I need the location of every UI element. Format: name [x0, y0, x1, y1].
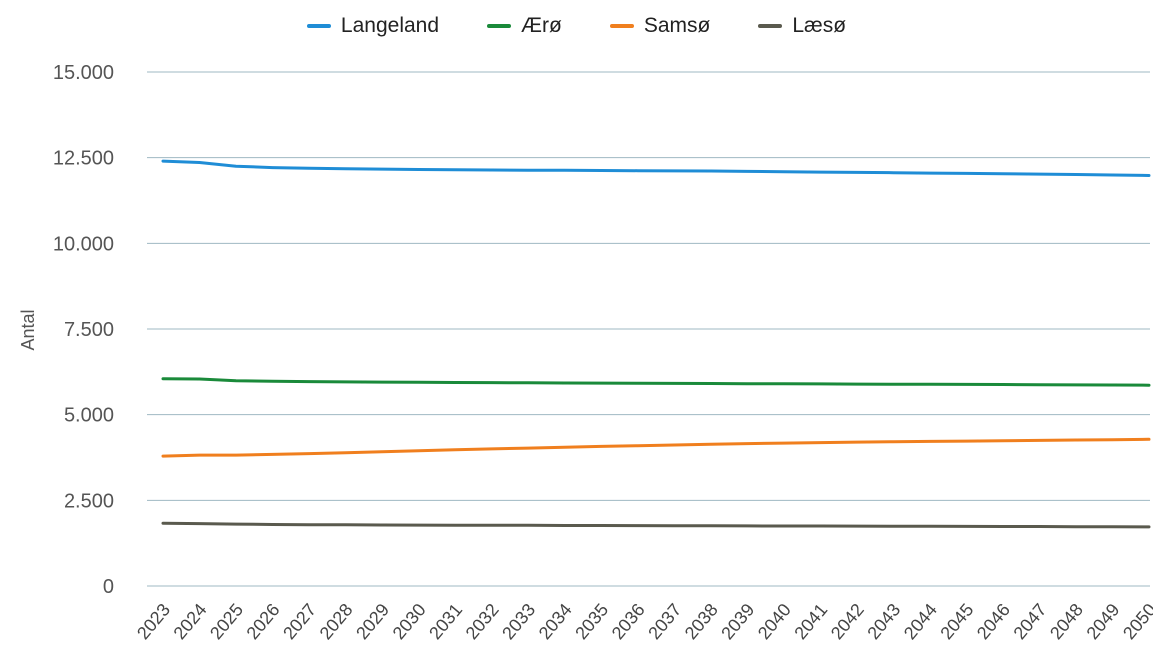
x-tick-label: 2025 [206, 600, 247, 644]
x-tick-label: 2037 [644, 600, 685, 644]
x-tick-label: 2040 [754, 600, 795, 644]
x-tick-label: 2024 [170, 600, 211, 644]
x-tick-label: 2029 [352, 600, 393, 644]
series-line-læsø[interactable] [161, 521, 1151, 529]
series-line-ærø[interactable] [161, 377, 1151, 387]
y-tick-label: 0 [103, 576, 114, 598]
y-tick-label: 7.500 [64, 319, 114, 341]
legend-label: Langeland [340, 14, 440, 37]
x-tick-label: 2023 [133, 600, 174, 644]
x-tick-label: 2038 [681, 600, 722, 644]
legend-item-samso[interactable]: Samsø [609, 14, 711, 38]
x-tick-label: 2033 [498, 600, 539, 644]
y-tick-label: 15.000 [53, 62, 114, 84]
gridlines [147, 71, 1150, 587]
series-lines [161, 159, 1151, 529]
legend-item-langeland[interactable]: Langeland [306, 14, 440, 38]
series-line-samsø[interactable] [161, 437, 1151, 458]
x-tick-label: 2042 [827, 600, 868, 644]
legend-label: Samsø [643, 14, 711, 37]
y-axis-ticks: 0 2.500 5.000 7.500 10.000 12.500 15.000 [53, 62, 114, 598]
legend-label: Læsø [792, 14, 847, 37]
legend-item-aero[interactable]: Ærø [487, 14, 562, 38]
x-tick-label: 2030 [389, 600, 430, 644]
legend-swatch [758, 24, 783, 28]
x-tick-label: 2044 [900, 600, 941, 644]
y-tick-label: 2.500 [64, 490, 114, 512]
x-tick-label: 2032 [462, 600, 503, 644]
x-tick-label: 2045 [936, 600, 977, 644]
x-tick-label: 2036 [608, 600, 649, 644]
series-line-langeland[interactable] [161, 159, 1151, 177]
x-tick-label: 2047 [1009, 600, 1050, 644]
x-tick-label: 2031 [425, 600, 466, 644]
x-tick-label: 2043 [863, 600, 904, 644]
y-tick-label: 12.500 [53, 148, 114, 170]
x-tick-label: 2028 [316, 600, 357, 644]
x-tick-label: 2034 [535, 600, 576, 644]
x-tick-label: 2026 [243, 600, 284, 644]
x-tick-label: 2049 [1082, 600, 1123, 644]
y-tick-label: 10.000 [53, 233, 114, 255]
x-tick-label: 2027 [279, 600, 320, 644]
x-tick-label: 2039 [717, 600, 758, 644]
y-tick-label: 5.000 [64, 405, 114, 427]
legend-label: Ærø [521, 14, 562, 37]
x-tick-label: 2035 [571, 600, 612, 644]
x-tick-label: 2041 [790, 600, 831, 644]
legend-swatch [306, 24, 331, 28]
legend-item-laeso[interactable]: Læsø [758, 14, 846, 38]
legend-swatch [487, 24, 512, 28]
x-axis-ticks: 2023202420252026202720282029203020312032… [133, 600, 1153, 644]
x-tick-label: 2046 [973, 600, 1014, 644]
legend-swatch [609, 24, 634, 28]
x-tick-label: 2050 [1119, 600, 1153, 644]
chart-legend: Langeland Ærø Samsø Læsø [0, 10, 1153, 42]
x-tick-label: 2048 [1046, 600, 1087, 644]
